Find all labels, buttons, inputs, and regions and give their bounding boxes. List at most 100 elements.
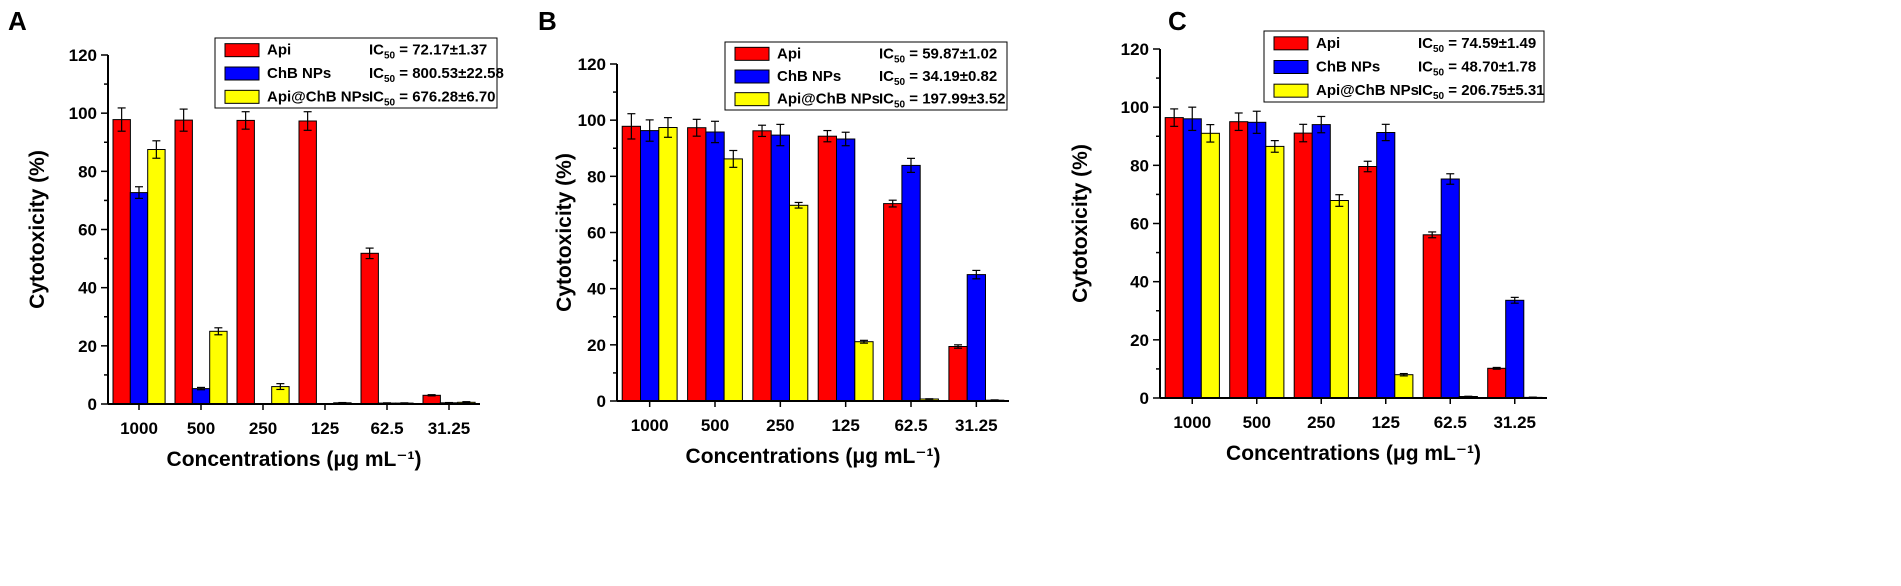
x-tick-label: 250 [1307, 413, 1335, 432]
legend-box [724, 41, 1008, 111]
y-tick-label: 20 [78, 337, 97, 356]
x-tick-label: 1000 [1173, 413, 1211, 432]
bar-api-62.5 [360, 252, 379, 405]
ic50-value: = 800.53±22.58 [395, 65, 504, 82]
ic50-subscript: 50 [384, 74, 396, 85]
ic50-subscript: 50 [384, 51, 396, 62]
ic50-subscript: 50 [1433, 91, 1445, 102]
panel-c: C 0 20 40 60 80 100 120 1000 500 250 125 62.5 31.25 Co… [1069, 6, 1547, 465]
x-tick-label: 31.25 [428, 419, 471, 438]
bar-api-chb-nps-500 [723, 158, 743, 402]
ic50-subscript: 50 [1433, 44, 1445, 55]
bar-api-500 [687, 127, 707, 402]
ic50-label: IC [1418, 82, 1433, 99]
bar-chb-nps-62.5 [1440, 178, 1460, 399]
y-tick-label: 80 [78, 162, 97, 181]
legend-box [1263, 30, 1545, 103]
panel-letter: C [1168, 6, 1187, 36]
ic50-subscript: 50 [1433, 68, 1445, 79]
x-axis-title: Concentrations (μg mL⁻¹) [167, 448, 422, 471]
bar-chb-nps-1000 [640, 130, 660, 402]
ic50-value: = 48.70±1.78 [1444, 59, 1536, 76]
y-axis-title: Cytotoxicity (%) [553, 153, 576, 312]
legend-label: Api [267, 42, 291, 59]
bar-api-1000 [1164, 117, 1184, 399]
bar-api-chb-nps-125 [1394, 374, 1414, 399]
y-tick-label: 80 [587, 167, 606, 186]
legend-label: ChB NPs [777, 68, 841, 85]
bar-api-31.25 [1487, 367, 1507, 399]
panel-letter: B [538, 6, 557, 36]
bar-chb-nps-500 [191, 388, 211, 405]
bar-api-62.5 [883, 203, 903, 402]
y-tick-label: 40 [587, 280, 606, 299]
bar-api-125 [298, 120, 317, 405]
bar-api-125 [1358, 166, 1378, 399]
legend-label: Api [1316, 35, 1340, 52]
y-tick-label: 40 [1130, 273, 1149, 292]
legend-label: Api [777, 45, 801, 62]
x-tick-label: 31.25 [1493, 413, 1536, 432]
ic50-label: IC [369, 65, 384, 82]
y-tick-label: 100 [1121, 98, 1149, 117]
legend-swatch-api-chb-nps [1273, 83, 1309, 98]
bar-chb-nps-125 [836, 138, 856, 402]
ic50-label: IC [879, 68, 894, 85]
legend-ic50: IC50 = 206.75±5.31 [1418, 82, 1545, 102]
legend-swatch-api-chb-nps [734, 92, 770, 107]
legend-swatch-api [1273, 36, 1309, 51]
bar-api-250 [236, 119, 255, 405]
x-axis-title: Concentrations (μg mL⁻¹) [686, 445, 941, 468]
bar-api-62.5 [1422, 234, 1442, 399]
bar-chb-nps-500 [705, 131, 725, 402]
bar-api-125 [817, 135, 838, 402]
x-tick-label: 62.5 [1434, 413, 1467, 432]
ic50-subscript: 50 [894, 100, 906, 111]
x-tick-label: 125 [311, 419, 339, 438]
ic50-value: = 74.59±1.49 [1444, 35, 1536, 52]
ic50-subscript: 50 [384, 97, 396, 108]
legend-ic50: IC50 = 72.17±1.37 [369, 42, 487, 62]
ic50-value: = 72.17±1.37 [395, 42, 487, 59]
bar-chb-nps-250 [770, 134, 791, 402]
bar-api-31.25 [948, 346, 968, 402]
ic50-value: = 59.87±1.02 [905, 45, 997, 62]
bar-api-250 [1293, 132, 1313, 399]
x-tick-label: 1000 [120, 419, 158, 438]
ic50-label: IC [1418, 59, 1433, 76]
legend-ic50: IC50 = 800.53±22.58 [369, 65, 504, 85]
legend-label: Api@ChB NPs [777, 91, 880, 108]
bar-api-chb-nps-1000 [147, 149, 166, 405]
legend-swatch-api-chb-nps [224, 89, 260, 104]
x-tick-label: 500 [1243, 413, 1271, 432]
legend-label: ChB NPs [267, 65, 331, 82]
y-tick-label: 120 [1121, 40, 1149, 59]
x-tick-label: 125 [1372, 413, 1400, 432]
legend-swatch-chb-nps [734, 69, 770, 84]
bar-api-500 [174, 119, 193, 405]
legend-ic50: IC50 = 59.87±1.02 [879, 45, 997, 65]
y-tick-label: 40 [78, 279, 97, 298]
legend-swatch-chb-nps [224, 66, 260, 81]
legend-label: Api@ChB NPs [1316, 82, 1419, 99]
y-tick-label: 20 [1130, 331, 1149, 350]
y-axis-title: Cytotoxicity (%) [1069, 144, 1092, 303]
y-tick-label: 20 [587, 336, 606, 355]
legend-swatch-chb-nps [1273, 60, 1309, 74]
x-tick-label: 1000 [631, 416, 669, 435]
bar-api-chb-nps-250 [1329, 200, 1349, 399]
bar-api-chb-nps-500 [209, 330, 228, 405]
y-tick-label: 0 [1140, 389, 1149, 408]
bar-chb-nps-31.25 [966, 274, 987, 402]
ic50-label: IC [879, 45, 894, 62]
legend-ic50: IC50 = 48.70±1.78 [1418, 59, 1536, 79]
x-tick-label: 31.25 [955, 416, 998, 435]
bar-chb-nps-500 [1247, 121, 1267, 399]
ic50-label: IC [369, 42, 384, 59]
x-tick-label: 125 [831, 416, 859, 435]
y-tick-label: 100 [578, 111, 606, 130]
legend-ic50: IC50 = 197.99±3.52 [879, 91, 1006, 111]
